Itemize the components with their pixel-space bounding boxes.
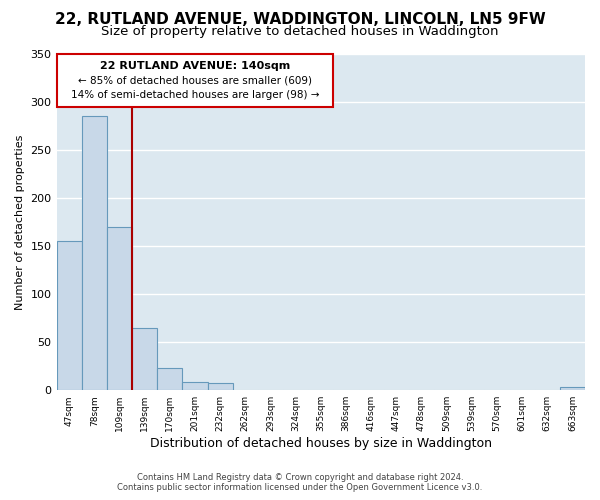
- Bar: [157, 368, 182, 390]
- Text: Size of property relative to detached houses in Waddington: Size of property relative to detached ho…: [101, 25, 499, 38]
- Text: 22 RUTLAND AVENUE: 140sqm: 22 RUTLAND AVENUE: 140sqm: [100, 60, 290, 70]
- Bar: [182, 382, 208, 390]
- Bar: [107, 227, 132, 390]
- Bar: [208, 384, 233, 390]
- Text: 22, RUTLAND AVENUE, WADDINGTON, LINCOLN, LN5 9FW: 22, RUTLAND AVENUE, WADDINGTON, LINCOLN,…: [55, 12, 545, 28]
- Bar: [560, 388, 585, 390]
- Text: Contains HM Land Registry data © Crown copyright and database right 2024.
Contai: Contains HM Land Registry data © Crown c…: [118, 473, 482, 492]
- FancyBboxPatch shape: [56, 54, 334, 107]
- Bar: [56, 242, 82, 390]
- Bar: [132, 328, 157, 390]
- Bar: [82, 116, 107, 390]
- Y-axis label: Number of detached properties: Number of detached properties: [15, 134, 25, 310]
- Text: 14% of semi-detached houses are larger (98) →: 14% of semi-detached houses are larger (…: [71, 90, 319, 100]
- X-axis label: Distribution of detached houses by size in Waddington: Distribution of detached houses by size …: [150, 437, 492, 450]
- Text: ← 85% of detached houses are smaller (609): ← 85% of detached houses are smaller (60…: [78, 76, 312, 86]
